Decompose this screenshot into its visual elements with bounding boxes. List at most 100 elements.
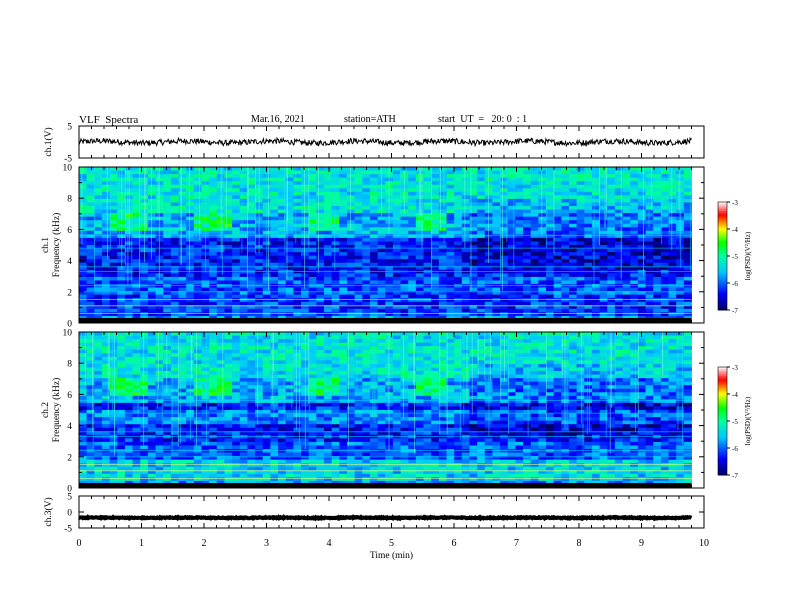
spectrogram-cell bbox=[599, 276, 608, 281]
spectrogram-cell bbox=[637, 195, 646, 200]
spectrogram-cell bbox=[415, 195, 424, 200]
spectrogram-cell bbox=[538, 266, 547, 271]
spectrogram-cell bbox=[216, 473, 225, 478]
spectrogram-cell bbox=[683, 315, 692, 320]
spectrogram-cell bbox=[308, 202, 317, 207]
spectrogram-cell bbox=[530, 266, 539, 271]
spectrogram-cell bbox=[262, 452, 271, 457]
spectrogram-cell bbox=[301, 220, 310, 225]
spectrogram-cell bbox=[530, 220, 539, 225]
spectrogram-cell bbox=[163, 170, 172, 175]
spectrogram-cell bbox=[163, 470, 172, 475]
spectrogram-cell bbox=[86, 480, 95, 485]
spectrogram-cell bbox=[308, 441, 317, 446]
spectrogram-cell bbox=[591, 245, 601, 249]
spectrogram-cell bbox=[239, 206, 248, 210]
spectrogram-cell bbox=[660, 308, 669, 313]
spectrogram-cell bbox=[637, 181, 646, 186]
spectrogram-cell bbox=[308, 266, 317, 271]
spectrogram-cell bbox=[232, 174, 241, 179]
spectrogram-cell bbox=[209, 424, 218, 429]
spectrogram-cell bbox=[201, 273, 210, 278]
spectrogram-cell bbox=[660, 259, 669, 264]
spectrogram-cell bbox=[94, 459, 103, 464]
spectrogram-cell bbox=[209, 346, 218, 351]
spectrogram-cell bbox=[262, 349, 271, 354]
spectrogram-cell bbox=[553, 177, 562, 182]
spectrogram-cell bbox=[155, 371, 164, 375]
spectrogram-cell bbox=[591, 298, 601, 303]
spectrogram-cell bbox=[385, 237, 394, 242]
spectrogram-cell bbox=[668, 294, 677, 299]
spectrogram-cell bbox=[630, 266, 639, 271]
spectrogram-cell bbox=[507, 308, 516, 313]
spectrogram-cell bbox=[477, 209, 486, 214]
spectrogram-cell bbox=[622, 305, 631, 310]
spectrogram-cell bbox=[216, 346, 225, 351]
spectrogram-cell bbox=[553, 181, 562, 186]
spectrogram-cell bbox=[369, 184, 378, 189]
spectrogram-cell bbox=[101, 410, 111, 414]
spectrogram-cell bbox=[492, 298, 501, 303]
spectrogram-cell bbox=[209, 308, 218, 313]
spectrogram-cell bbox=[79, 266, 88, 271]
spectrogram-cell bbox=[492, 312, 501, 317]
spectrogram-cell bbox=[147, 441, 156, 446]
ch1-spectrogram-cells bbox=[79, 167, 692, 324]
spectrogram-cell bbox=[530, 237, 539, 242]
spectrogram-cell bbox=[576, 209, 585, 214]
spectrogram-cell bbox=[346, 195, 356, 200]
spectrogram-cell bbox=[492, 188, 501, 193]
spectrogram-cell bbox=[308, 252, 317, 257]
spectrogram-cell bbox=[683, 220, 692, 225]
spectrogram-cell bbox=[86, 339, 95, 344]
spectrogram-cell bbox=[553, 195, 562, 200]
spectrogram-cell bbox=[178, 399, 187, 404]
spectrogram-cell bbox=[178, 227, 187, 232]
spectrogram-cell bbox=[385, 291, 394, 296]
spectrogram-cell bbox=[431, 248, 440, 253]
spectrogram-cell bbox=[109, 392, 118, 397]
spectrogram-cell bbox=[178, 167, 187, 171]
spectrogram-cell bbox=[178, 312, 187, 317]
spectrogram-cell bbox=[278, 399, 287, 404]
spectrogram-cell bbox=[622, 234, 631, 239]
spectrogram-cell bbox=[232, 477, 241, 482]
spectrogram-cell bbox=[186, 273, 195, 278]
spectrogram-cell bbox=[216, 388, 225, 393]
spectrogram-cell bbox=[132, 378, 141, 383]
spectrogram-cell bbox=[101, 230, 111, 235]
spectrogram-cell bbox=[201, 342, 210, 347]
spectrogram-cell bbox=[515, 294, 524, 299]
spectrogram-cell bbox=[117, 385, 126, 390]
spectrogram-cell bbox=[132, 363, 141, 368]
spectrogram-cell bbox=[155, 342, 164, 347]
spectrogram-cell bbox=[477, 198, 486, 203]
spectrogram-cell bbox=[255, 287, 264, 292]
spectrogram-cell bbox=[645, 213, 654, 218]
spectrogram-cell bbox=[216, 312, 225, 317]
spectrogram-cell bbox=[232, 315, 241, 320]
spectrogram-cell bbox=[408, 315, 417, 320]
spectrogram-cell bbox=[683, 216, 692, 221]
spectrogram-cell bbox=[170, 399, 179, 404]
spectrogram-cell bbox=[262, 463, 271, 468]
spectrogram-cell bbox=[132, 259, 141, 264]
spectrogram-cell bbox=[308, 353, 317, 358]
spectrogram-cell bbox=[584, 241, 593, 246]
spectrogram-cell bbox=[132, 410, 141, 414]
spectrogram-cell bbox=[607, 308, 616, 313]
spectrogram-cell bbox=[178, 315, 187, 320]
spectrogram-cell bbox=[79, 305, 88, 310]
spectrogram-cell bbox=[339, 191, 348, 196]
spectrogram-cell bbox=[293, 262, 302, 267]
spectrogram-cell bbox=[538, 308, 547, 313]
spectrogram-cell bbox=[446, 315, 455, 320]
spectrogram-cell bbox=[186, 298, 195, 303]
spectrogram-cell bbox=[117, 470, 126, 475]
spectrogram-cell bbox=[392, 167, 401, 171]
spectrogram-cell bbox=[492, 177, 501, 182]
spectrogram-cell bbox=[124, 445, 133, 450]
spectrogram-cell bbox=[316, 245, 325, 249]
spectrogram-cell bbox=[278, 367, 287, 372]
